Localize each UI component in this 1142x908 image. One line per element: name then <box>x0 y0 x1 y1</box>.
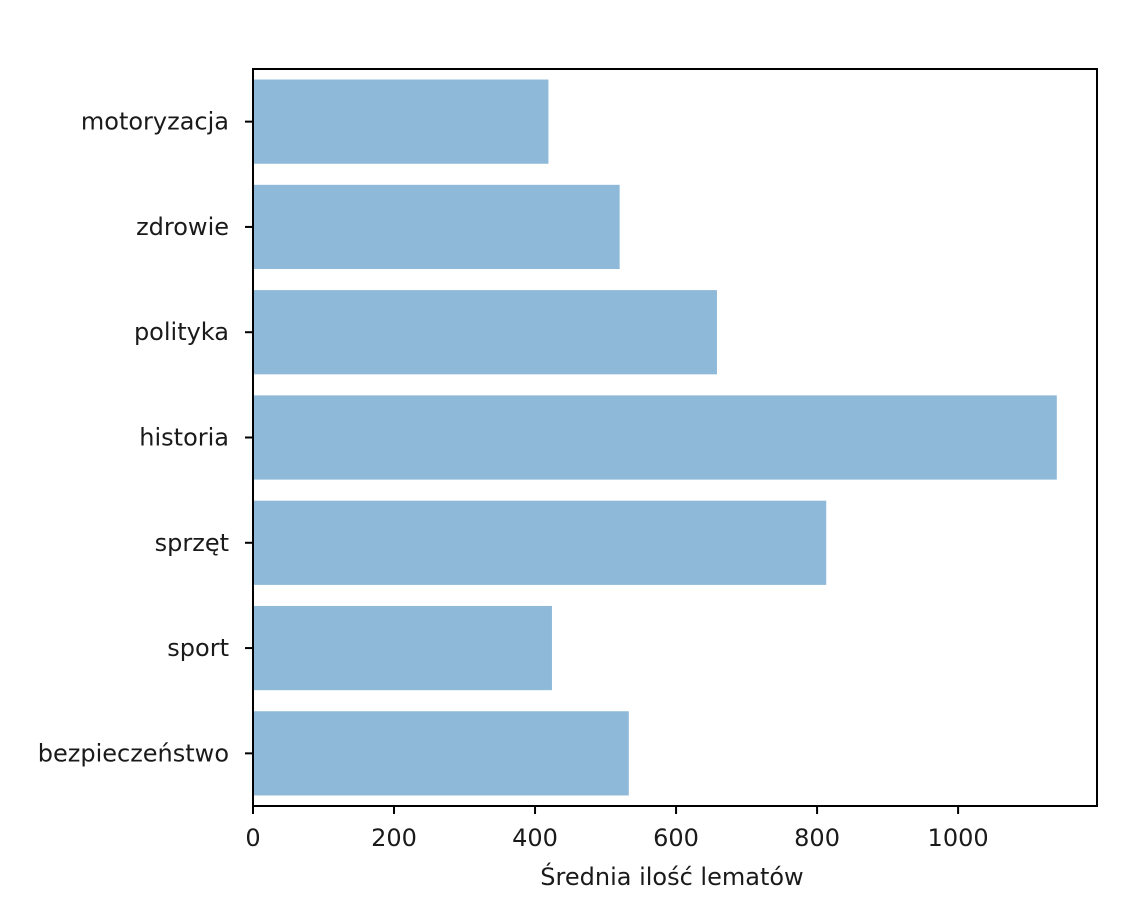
bar-1 <box>253 605 552 691</box>
x-tick-label: 200 <box>371 824 417 852</box>
bar-2 <box>253 500 827 585</box>
y-tick-label: historia <box>139 424 229 452</box>
bar-6 <box>253 79 549 164</box>
y-tick-label: motoryzacja <box>81 108 229 136</box>
bar-3 <box>253 395 1057 480</box>
y-tick-label: sport <box>167 634 229 662</box>
bar-5 <box>253 184 620 270</box>
x-tick-label: 800 <box>794 824 840 852</box>
y-tick-label: polityka <box>134 318 229 346</box>
bar-4 <box>253 290 717 375</box>
y-tick-label: bezpieczeństwo <box>38 739 229 767</box>
x-tick-label: 600 <box>653 824 699 852</box>
x-axis-title: Średnia ilość lematów <box>540 861 803 891</box>
x-tick-label: 1000 <box>928 824 989 852</box>
x-tick-label: 400 <box>512 824 558 852</box>
x-tick-label: 0 <box>245 824 260 852</box>
y-tick-label: sprzęt <box>155 529 229 557</box>
bars-layer <box>253 79 1057 796</box>
bar-0 <box>253 711 629 796</box>
plot-frame <box>252 68 1098 807</box>
y-tick-label: zdrowie <box>136 213 229 241</box>
ticks-layer: bezpieczeństwo sport sprzęt historia polityk… <box>38 108 989 852</box>
